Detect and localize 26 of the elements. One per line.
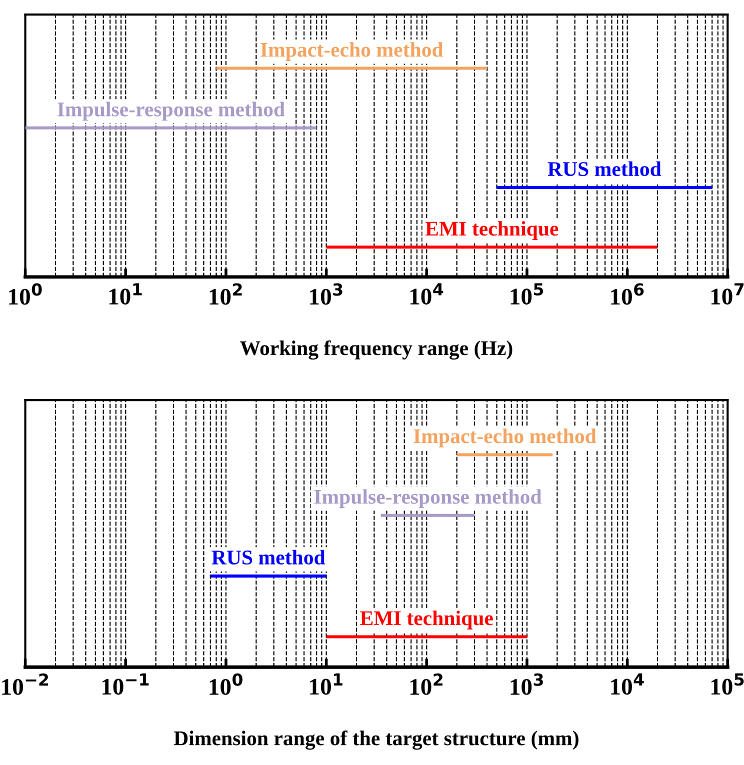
series-label: Impulse-response method bbox=[314, 489, 542, 508]
series-label: Impact-echo method bbox=[260, 42, 444, 62]
x-axis-title: Working frequency range (Hz) bbox=[240, 340, 512, 360]
x-tick-label: 10$^{2}$ bbox=[210, 283, 242, 305]
x-tick-label: 10$^{1}$ bbox=[109, 283, 142, 305]
x-tick-label: 10$^{1}$ bbox=[310, 673, 342, 695]
x-tick-label: 10$^{3}$ bbox=[510, 673, 543, 695]
x-tick-label: 10$^{4}$ bbox=[611, 673, 644, 695]
series-label: RUS method bbox=[212, 550, 326, 565]
x-tick-label: 10$^{3}$ bbox=[310, 283, 342, 305]
series-label: EMI technique bbox=[360, 610, 493, 630]
x-tick-label: 10$^{0}$ bbox=[9, 283, 42, 305]
x-tick-label: 10$^{5}$ bbox=[510, 283, 544, 305]
x-axis-title: Dimension range of the target structure (mm) bbox=[174, 730, 578, 750]
x-tick-label: 10$^{4}$ bbox=[410, 283, 444, 305]
x-tick-label: 10$^{2}$ bbox=[410, 673, 442, 695]
series-label: Impact-echo method bbox=[414, 428, 596, 448]
x-tick-label: 10$^{7}$ bbox=[711, 283, 744, 305]
series-label: RUS method bbox=[548, 161, 662, 176]
x-tick-label: 10$^{5}$ bbox=[711, 673, 744, 695]
x-tick-label: 10$^{6}$ bbox=[611, 283, 644, 305]
series-label: Impulse-response method bbox=[58, 102, 285, 121]
series-label: EMI technique bbox=[425, 221, 558, 240]
x-tick-label: 10$^{0}$ bbox=[210, 673, 242, 695]
x-tick-label: 10$^{−1}$ bbox=[102, 673, 149, 695]
x-tick-label: 10$^{−2}$ bbox=[2, 673, 48, 695]
